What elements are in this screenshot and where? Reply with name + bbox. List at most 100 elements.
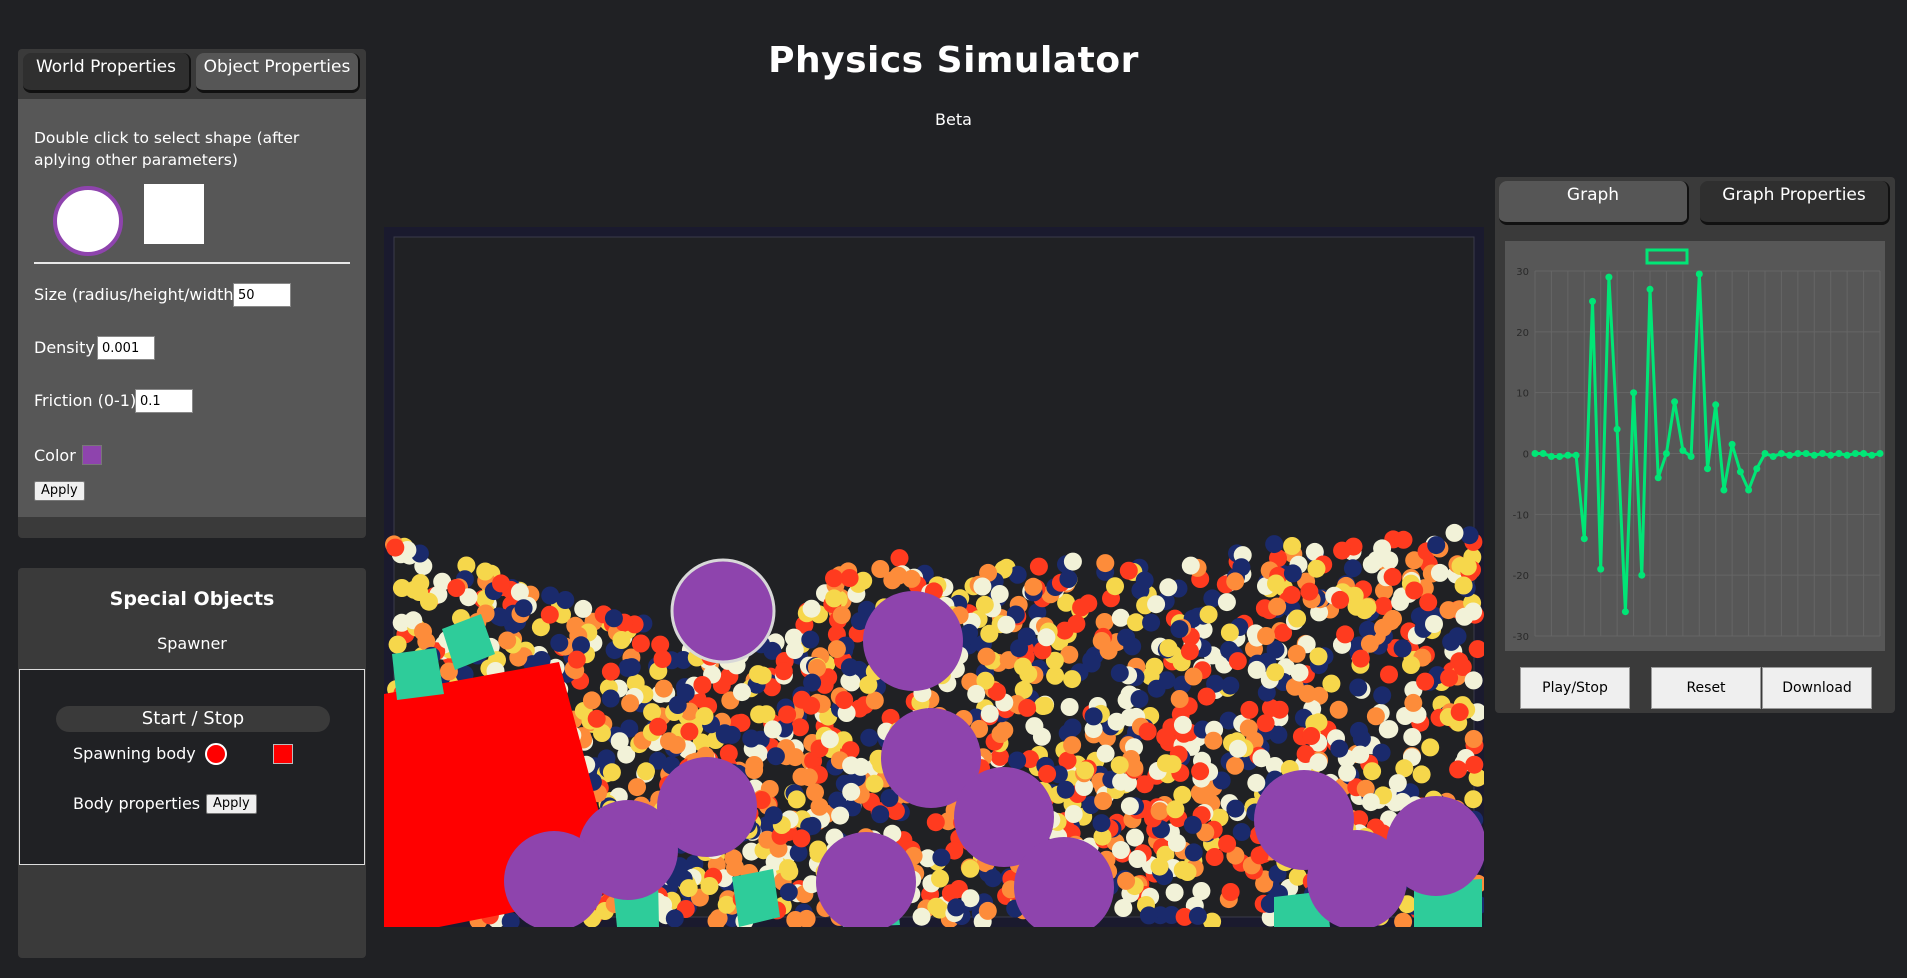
small-ball (1298, 684, 1317, 703)
small-ball (1126, 828, 1144, 847)
graph-panel: Graph Graph Properties 30 20 10 0 -10 -20 -30 … (1495, 177, 1895, 713)
small-ball (1184, 667, 1203, 686)
apply-button[interactable]: Apply (34, 481, 85, 501)
small-ball (1362, 555, 1381, 574)
friction-input[interactable] (135, 389, 193, 413)
density-input[interactable] (97, 336, 155, 360)
purple-circle-body[interactable] (816, 832, 916, 932)
small-ball (1173, 715, 1192, 734)
color-picker[interactable] (82, 445, 102, 465)
small-ball (1288, 609, 1307, 628)
small-ball (1450, 703, 1469, 722)
purple-circle-body[interactable] (1386, 796, 1486, 896)
purple-circle-body[interactable] (954, 767, 1054, 867)
velocity-data-point (1589, 297, 1596, 305)
small-ball (860, 728, 879, 747)
small-ball (617, 745, 636, 764)
small-ball (766, 747, 785, 766)
spawn-square-icon[interactable] (273, 744, 293, 764)
purple-circle-body[interactable] (657, 757, 757, 857)
spawner-start-stop-button[interactable]: Start / Stop (56, 706, 330, 732)
teal-square-body[interactable] (442, 614, 495, 670)
small-ball (631, 634, 650, 653)
play-stop-button[interactable]: Play/Stop (1520, 667, 1630, 709)
small-ball (1035, 696, 1054, 715)
small-ball (1393, 639, 1412, 658)
small-ball (912, 907, 931, 926)
small-ball (832, 606, 851, 625)
small-ball (1139, 906, 1158, 925)
small-ball (1120, 797, 1139, 816)
tab-world-properties[interactable]: World Properties (23, 53, 191, 93)
small-ball (1221, 883, 1240, 901)
small-ball (1454, 576, 1473, 595)
purple-circle-body[interactable] (863, 591, 963, 691)
small-ball (668, 696, 687, 714)
small-ball (803, 673, 822, 692)
small-ball (1147, 679, 1166, 698)
spawn-circle-icon[interactable] (205, 743, 227, 765)
body-properties-apply-button[interactable]: Apply (206, 794, 257, 814)
small-ball (1330, 739, 1349, 758)
small-ball (1018, 698, 1037, 717)
small-ball (1309, 647, 1328, 666)
download-button[interactable]: Download (1762, 667, 1872, 709)
small-ball (1191, 762, 1210, 781)
small-ball (510, 583, 529, 602)
small-ball (1465, 755, 1484, 774)
object-properties-body (18, 99, 366, 517)
small-ball (1290, 663, 1309, 682)
purple-circle-body[interactable] (1307, 830, 1407, 930)
small-ball (1412, 765, 1431, 784)
small-ball (717, 895, 736, 914)
small-ball (732, 713, 751, 732)
simulation-canvas[interactable] (384, 227, 1488, 937)
square-shape-icon[interactable] (144, 184, 204, 244)
small-ball (1060, 645, 1079, 664)
small-ball (601, 689, 620, 708)
circle-shape-icon[interactable] (53, 186, 123, 256)
tab-graph-properties[interactable]: Graph Properties (1700, 181, 1890, 225)
small-ball (654, 679, 673, 698)
tab-object-properties[interactable]: Object Properties (196, 53, 360, 93)
reset-button[interactable]: Reset (1651, 667, 1761, 709)
y-tick-label: -10 (1513, 510, 1529, 521)
small-ball (556, 591, 575, 609)
small-ball (789, 843, 808, 862)
velocity-data-point (1802, 450, 1810, 457)
small-ball (1307, 559, 1326, 578)
small-ball (1150, 802, 1169, 821)
velocity-data-point (1638, 571, 1646, 579)
small-ball (1046, 666, 1065, 685)
small-ball (871, 805, 890, 824)
purple-circle-body[interactable] (881, 708, 981, 808)
small-ball (1192, 882, 1211, 900)
small-ball (733, 683, 751, 702)
small-ball (764, 806, 783, 825)
small-ball (1205, 848, 1224, 866)
small-ball (1183, 815, 1202, 834)
small-ball (1190, 783, 1209, 802)
small-ball (1175, 907, 1194, 926)
selected-purple-circle-body[interactable] (670, 558, 776, 664)
small-ball (1057, 593, 1076, 612)
small-ball (778, 705, 797, 724)
teal-square-body[interactable] (732, 869, 780, 927)
small-ball (574, 599, 593, 618)
velocity-data-point (1605, 273, 1613, 281)
small-ball (1439, 601, 1458, 620)
teal-square-body[interactable] (392, 648, 444, 700)
small-ball (1159, 578, 1178, 597)
purple-circle-body[interactable] (504, 831, 604, 931)
simulation-world[interactable] (384, 227, 1488, 937)
y-tick-label: 10 (1516, 389, 1529, 400)
small-ball (1265, 757, 1284, 775)
small-ball (643, 703, 662, 722)
small-ball (976, 671, 995, 690)
small-ball (1008, 565, 1027, 584)
velocity-data-point (1646, 285, 1654, 293)
small-ball (392, 579, 411, 597)
purple-circle-body[interactable] (1014, 837, 1114, 937)
tab-graph[interactable]: Graph (1499, 181, 1689, 225)
size-input[interactable] (233, 283, 291, 307)
